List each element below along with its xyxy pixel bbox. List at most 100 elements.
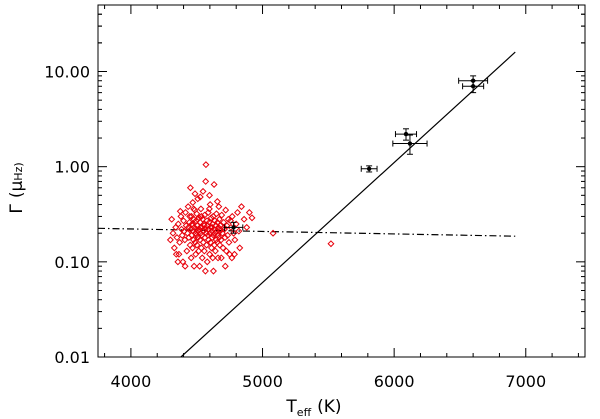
red-giant-point — [193, 210, 201, 218]
red-giant-point — [237, 203, 245, 211]
red-giant-point — [168, 215, 176, 223]
red-giant-point — [188, 222, 196, 230]
red-giant-point — [181, 262, 189, 270]
red-giant-point — [183, 247, 191, 255]
red-giant-point — [188, 244, 197, 252]
red-giant-point — [236, 244, 244, 252]
red-giant-point — [205, 205, 213, 213]
x-axis-label: Teff (K) — [285, 397, 341, 419]
red-giant-point — [207, 214, 215, 222]
red-giant-point — [197, 212, 205, 220]
red-giant-point — [248, 214, 256, 222]
red-giant-point — [187, 254, 195, 262]
red-giant-point — [176, 238, 184, 246]
red-giant-point — [181, 236, 189, 244]
red-giant-point — [184, 203, 192, 211]
red-giant-point — [200, 222, 208, 230]
red-giant-point — [177, 212, 185, 220]
red-giant-point — [205, 191, 213, 199]
red-giant-point — [196, 262, 204, 270]
red-giant-point — [206, 250, 214, 258]
red-giant-point — [245, 208, 253, 217]
red-giant-point — [189, 236, 197, 244]
red-giant-point — [222, 206, 230, 214]
red-giant-point — [327, 240, 335, 248]
y-tick-label: 0.10 — [54, 253, 90, 272]
red-giant-point — [205, 218, 213, 226]
red-giant-point — [196, 193, 204, 201]
red-giant-point — [228, 254, 236, 262]
red-giant-point — [178, 225, 186, 233]
red-giant-point — [269, 229, 277, 237]
red-giant-point — [169, 229, 177, 237]
red-giant-point — [215, 215, 223, 223]
main-sequence-point — [392, 134, 428, 155]
red-giant-point — [234, 208, 242, 217]
red-giant-point — [223, 222, 231, 230]
red-giant-point — [189, 199, 197, 207]
data-marker — [403, 131, 409, 137]
red-giant-point — [203, 258, 211, 266]
main-sequence-point — [462, 80, 485, 94]
red-giant-point — [186, 212, 194, 220]
red-giant-point — [174, 258, 182, 266]
scaling-relation-line — [180, 51, 516, 357]
red-giant-point — [173, 234, 181, 242]
red-giant-point — [217, 254, 225, 262]
red-giant-point — [182, 208, 190, 217]
red-giant-point — [227, 217, 235, 225]
red-giant-point — [179, 258, 187, 266]
red-giant-point — [214, 231, 222, 239]
x-tick-label: 4000 — [111, 372, 152, 391]
red-giant-point — [222, 247, 230, 255]
y-tick-label: 10.00 — [44, 63, 90, 82]
red-giant-point — [202, 161, 210, 169]
red-giant-point — [180, 217, 188, 225]
main-sequence-point — [394, 128, 418, 141]
red-giant-point — [232, 220, 240, 228]
dash-dot-fit-line — [98, 227, 516, 237]
red-giant-point — [199, 187, 207, 195]
red-giant-point — [212, 222, 220, 230]
red-giant-point — [211, 247, 219, 255]
red-giant-point — [190, 205, 198, 213]
red-giant-point — [213, 198, 221, 206]
red-giant-point — [176, 207, 184, 215]
data-marker — [366, 166, 372, 171]
y-tick-label: 0.01 — [54, 348, 90, 367]
red-giant-point — [201, 267, 209, 275]
x-tick-label: 7000 — [505, 372, 546, 391]
red-giant-point — [221, 262, 229, 270]
red-giant-point — [240, 215, 248, 223]
red-giant-point — [209, 267, 217, 275]
red-giant-point — [166, 236, 174, 244]
red-giant-point — [212, 210, 220, 218]
red-giant-point — [221, 234, 229, 242]
red-giant-point — [235, 227, 243, 235]
x-tick-label: 6000 — [374, 372, 415, 391]
data-marker — [470, 84, 476, 89]
red-giant-point — [194, 195, 202, 203]
plot-frame — [97, 4, 586, 358]
y-axis-label: Γ(μHz) — [7, 162, 27, 213]
red-giant-point — [170, 244, 178, 252]
red-giant-point — [207, 238, 215, 246]
y-tick-label: 1.00 — [54, 158, 90, 177]
red-giant-point — [224, 231, 232, 239]
red-giant-point — [243, 223, 251, 231]
data-marker — [231, 225, 236, 230]
red-giant-point — [191, 238, 199, 246]
red-giant-point — [215, 203, 223, 211]
red-giant-point — [190, 262, 198, 270]
red-giant-point — [198, 254, 206, 262]
red-giant-point — [218, 211, 226, 219]
data-marker — [407, 141, 413, 146]
red-giant-point — [175, 250, 183, 258]
main-sequence-point — [360, 165, 378, 173]
red-giant-point — [210, 180, 218, 188]
red-giant-point — [192, 250, 200, 258]
red-giant-point — [230, 229, 238, 237]
red-giant-point — [231, 236, 239, 244]
red-giant-point — [193, 241, 201, 249]
red-giant-point — [219, 244, 227, 252]
